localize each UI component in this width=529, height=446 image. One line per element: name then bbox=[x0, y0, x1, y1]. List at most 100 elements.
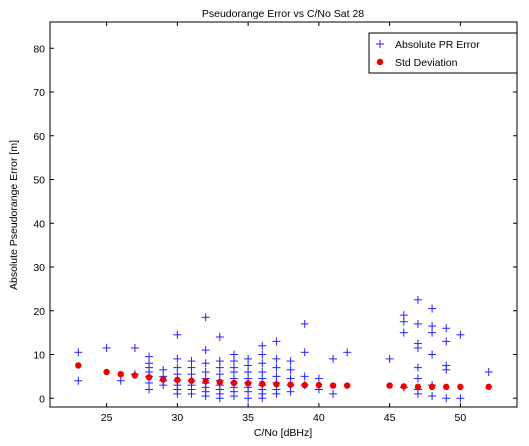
y-axis-label: Absolute Pseudorange Error [m] bbox=[8, 140, 20, 290]
abs-pr-error-point bbox=[187, 389, 196, 398]
abs-pr-error-point bbox=[272, 389, 281, 398]
std-deviation-point bbox=[131, 372, 139, 379]
std-deviation-point bbox=[414, 383, 422, 391]
abs-pr-error-point bbox=[399, 317, 408, 326]
abs-pr-error-point bbox=[428, 328, 437, 337]
abs-pr-error-point bbox=[173, 389, 182, 398]
abs-pr-error-point bbox=[272, 354, 281, 363]
std-deviation-point bbox=[75, 362, 82, 369]
legend-box bbox=[368, 32, 518, 74]
abs-pr-error-point bbox=[428, 350, 437, 359]
abs-pr-error-point bbox=[74, 376, 83, 385]
y-tick-label: 0 bbox=[39, 393, 45, 405]
std-deviation-point bbox=[259, 380, 266, 388]
legend-marker-abs-pr-error bbox=[376, 40, 384, 48]
x-tick-label: 30 bbox=[172, 412, 184, 424]
std-deviation-point bbox=[103, 368, 110, 376]
abs-pr-error-point bbox=[102, 343, 111, 352]
legend-dot-marker bbox=[376, 58, 384, 66]
std-deviation-point bbox=[244, 380, 252, 387]
y-tick-label: 50 bbox=[33, 175, 45, 187]
x-tick-label: 40 bbox=[313, 412, 325, 424]
abs-pr-error-point bbox=[442, 394, 451, 403]
std-deviation-point bbox=[386, 382, 393, 389]
abs-pr-error-point bbox=[413, 319, 422, 328]
data-marks bbox=[74, 295, 493, 403]
std-deviation-point bbox=[202, 377, 209, 385]
x-tick-label: 35 bbox=[242, 412, 254, 424]
abs-pr-error-point bbox=[130, 343, 139, 352]
abs-pr-error-point bbox=[343, 348, 352, 357]
x-tick-label: 45 bbox=[384, 412, 396, 424]
y-tick-label: 10 bbox=[33, 350, 45, 362]
x-tick-label: 50 bbox=[455, 412, 467, 424]
y-tick-label: 20 bbox=[33, 306, 45, 318]
abs-pr-error-point bbox=[286, 365, 295, 374]
abs-pr-error-point bbox=[329, 389, 338, 398]
std-deviation-point bbox=[428, 383, 436, 391]
abs-pr-error-point bbox=[442, 324, 451, 333]
std-deviation-point bbox=[273, 381, 280, 388]
abs-pr-error-point bbox=[201, 359, 210, 368]
std-deviation-point bbox=[287, 381, 294, 388]
abs-pr-error-point bbox=[428, 392, 437, 401]
abs-pr-error-point bbox=[272, 337, 281, 346]
std-deviation-point bbox=[443, 383, 450, 391]
abs-pr-error-point bbox=[300, 348, 309, 357]
abs-pr-error-point bbox=[258, 341, 267, 350]
abs-pr-error-point bbox=[413, 295, 422, 304]
abs-pr-error-point bbox=[272, 363, 281, 372]
abs-pr-error-point bbox=[145, 385, 154, 394]
abs-pr-error-point bbox=[201, 346, 210, 355]
std-deviation-point bbox=[145, 374, 153, 381]
abs-pr-error-point bbox=[116, 376, 125, 385]
abs-pr-error-point bbox=[286, 357, 295, 366]
abs-pr-error-point bbox=[314, 374, 323, 383]
abs-pr-error-point bbox=[286, 387, 295, 396]
abs-pr-error-point bbox=[300, 319, 309, 328]
abs-pr-error-point bbox=[173, 330, 182, 339]
x-tick-label: 25 bbox=[101, 412, 113, 424]
abs-pr-error-point bbox=[456, 330, 465, 339]
y-tick-label: 60 bbox=[33, 131, 45, 143]
abs-pr-error-point bbox=[258, 359, 267, 368]
std-deviation-point bbox=[160, 376, 167, 383]
std-deviation-point bbox=[216, 378, 224, 386]
std-deviation-point bbox=[329, 382, 337, 389]
legend: Absolute PR Error Std Deviation bbox=[368, 32, 518, 74]
std-deviation-point bbox=[343, 382, 351, 389]
abs-pr-error-point bbox=[201, 392, 210, 401]
y-tick-label: 30 bbox=[33, 262, 45, 274]
abs-pr-error-point bbox=[258, 350, 267, 359]
abs-pr-error-point bbox=[484, 368, 493, 376]
abs-pr-error-point bbox=[399, 328, 408, 337]
legend-plus-marker bbox=[376, 40, 384, 48]
abs-pr-error-point bbox=[201, 313, 210, 322]
std-deviation-point bbox=[400, 383, 407, 390]
y-tick-label: 40 bbox=[33, 218, 45, 230]
abs-pr-error-point bbox=[413, 363, 422, 372]
abs-pr-error-point bbox=[215, 333, 224, 341]
std-deviation-point bbox=[174, 376, 181, 384]
abs-pr-error-point bbox=[74, 348, 83, 357]
abs-pr-error-point bbox=[413, 374, 422, 383]
y-tick-label: 80 bbox=[33, 43, 45, 55]
std-deviation-point bbox=[230, 379, 238, 387]
std-deviation-point bbox=[315, 381, 323, 389]
abs-pr-error-point bbox=[244, 394, 253, 403]
abs-pr-error-point bbox=[413, 389, 422, 398]
x-axis-label: C/No [dBHz] bbox=[254, 427, 312, 439]
chart-title: Pseudorange Error vs C/No Sat 28 bbox=[202, 8, 364, 20]
legend-label-abs-pr-error: Absolute PR Error bbox=[395, 39, 480, 51]
abs-pr-error-point bbox=[456, 394, 465, 403]
abs-pr-error-point bbox=[442, 365, 451, 374]
abs-pr-error-point bbox=[428, 304, 437, 313]
std-deviation-point bbox=[301, 381, 308, 389]
abs-pr-error-point bbox=[385, 354, 394, 363]
plot-area bbox=[49, 21, 518, 408]
abs-pr-error-point bbox=[300, 372, 309, 381]
y-tick-label: 70 bbox=[33, 87, 45, 99]
legend-label-std-deviation: Std Deviation bbox=[395, 57, 458, 69]
